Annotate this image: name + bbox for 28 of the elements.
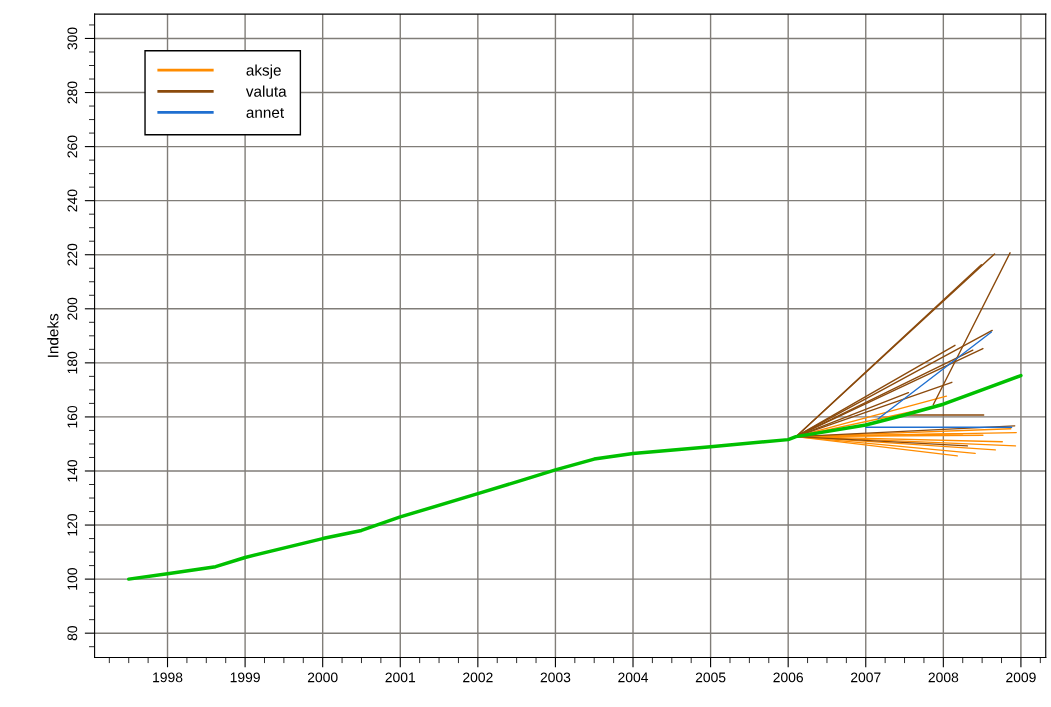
x-tick-label: 2004 — [618, 672, 649, 683]
y-tick-label: 140 — [67, 459, 78, 482]
legend-label: aksje — [246, 64, 281, 79]
y-tick-label: 160 — [67, 405, 78, 428]
x-tick-label: 2008 — [928, 672, 959, 683]
y-tick-label: 260 — [67, 135, 78, 158]
x-tick-label: 2002 — [463, 672, 493, 683]
y-tick-label: 300 — [67, 27, 78, 50]
legend-label: valuta — [245, 85, 287, 97]
x-tick-label: 2001 — [385, 672, 416, 683]
x-tick-label: 2005 — [695, 672, 726, 683]
x-tick-label: 2007 — [851, 672, 881, 683]
x-tick-label: 2006 — [773, 672, 804, 683]
y-tick-label: 280 — [67, 81, 78, 104]
x-tick-label: 1998 — [153, 672, 183, 683]
y-tick-label: 180 — [67, 351, 78, 374]
y-tick-label: 240 — [67, 189, 78, 212]
y-tick-label: 220 — [67, 243, 78, 266]
y-tick-label: 80 — [67, 626, 78, 641]
y-axis-title: Indeks — [47, 313, 59, 357]
x-tick-label: 2000 — [307, 672, 338, 683]
legend-label: annet — [246, 107, 284, 118]
y-tick-label: 120 — [67, 514, 78, 536]
x-tick-label: 1999 — [230, 672, 260, 683]
x-tick-label: 2003 — [540, 672, 571, 683]
y-tick-label: 100 — [67, 568, 78, 590]
y-tick-label: 200 — [67, 297, 78, 320]
x-tick-label: 2009 — [1006, 672, 1036, 683]
